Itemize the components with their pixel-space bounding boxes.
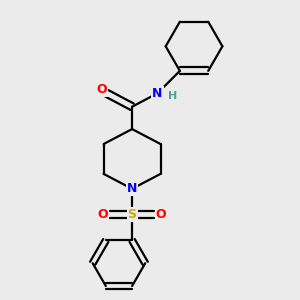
Text: O: O — [96, 83, 106, 96]
Text: O: O — [156, 208, 167, 221]
Text: H: H — [168, 91, 178, 101]
Text: S: S — [128, 208, 136, 221]
Text: N: N — [127, 182, 137, 195]
Text: N: N — [152, 87, 163, 100]
Text: O: O — [98, 208, 108, 221]
